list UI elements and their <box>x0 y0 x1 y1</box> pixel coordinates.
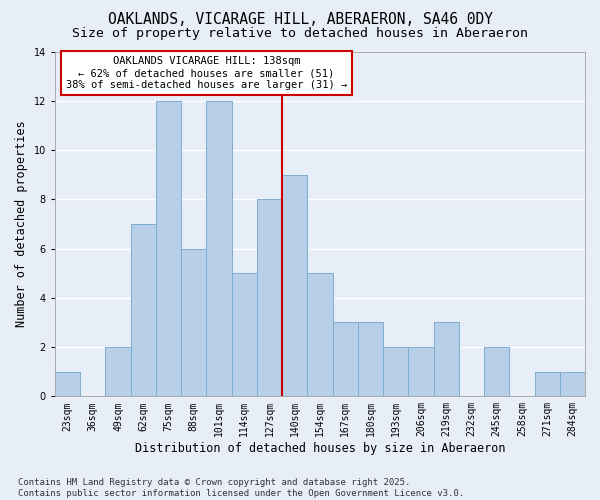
Bar <box>535 372 560 396</box>
Bar <box>106 347 131 397</box>
Bar <box>383 347 409 397</box>
Bar <box>307 273 332 396</box>
Bar <box>409 347 434 397</box>
Bar <box>156 101 181 396</box>
Bar <box>257 200 282 396</box>
Bar <box>560 372 585 396</box>
X-axis label: Distribution of detached houses by size in Aberaeron: Distribution of detached houses by size … <box>135 442 505 455</box>
Bar <box>484 347 509 397</box>
Bar <box>55 372 80 396</box>
Text: OAKLANDS, VICARAGE HILL, ABERAERON, SA46 0DY: OAKLANDS, VICARAGE HILL, ABERAERON, SA46… <box>107 12 493 28</box>
Bar <box>535 372 560 396</box>
Bar <box>383 347 409 397</box>
Bar <box>257 200 282 396</box>
Bar <box>332 322 358 396</box>
Bar <box>282 174 307 396</box>
Bar <box>181 248 206 396</box>
Bar <box>409 347 434 397</box>
Bar <box>131 224 156 396</box>
Bar <box>206 101 232 396</box>
Text: OAKLANDS VICARAGE HILL: 138sqm
← 62% of detached houses are smaller (51)
38% of : OAKLANDS VICARAGE HILL: 138sqm ← 62% of … <box>66 56 347 90</box>
Bar <box>307 273 332 396</box>
Bar <box>434 322 459 396</box>
Bar <box>358 322 383 396</box>
Text: Size of property relative to detached houses in Aberaeron: Size of property relative to detached ho… <box>72 28 528 40</box>
Bar <box>434 322 459 396</box>
Bar <box>484 347 509 397</box>
Bar <box>181 248 206 396</box>
Bar <box>206 101 232 396</box>
Bar <box>358 322 383 396</box>
Bar <box>282 174 307 396</box>
Bar <box>232 273 257 396</box>
Bar <box>560 372 585 396</box>
Bar <box>55 372 80 396</box>
Bar <box>332 322 358 396</box>
Bar <box>106 347 131 397</box>
Bar <box>232 273 257 396</box>
Bar <box>156 101 181 396</box>
Bar <box>131 224 156 396</box>
Text: Contains HM Land Registry data © Crown copyright and database right 2025.
Contai: Contains HM Land Registry data © Crown c… <box>18 478 464 498</box>
Y-axis label: Number of detached properties: Number of detached properties <box>15 120 28 327</box>
